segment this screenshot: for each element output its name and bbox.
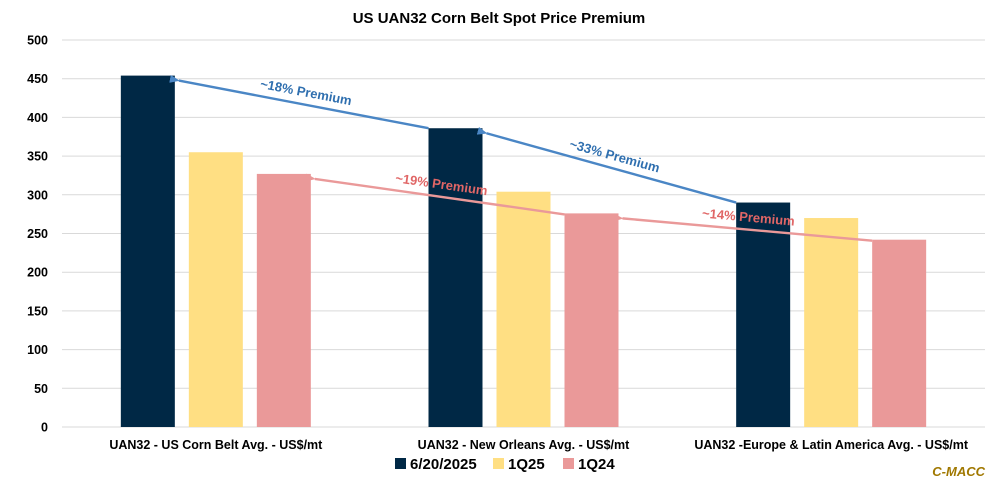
y-tick-label: 450: [27, 72, 48, 86]
bar: [872, 239, 927, 427]
x-tick-label: UAN32 - New Orleans Avg. - US$/mt: [418, 438, 630, 452]
bar: [120, 75, 175, 427]
bar: [496, 191, 551, 427]
y-tick-label: 50: [34, 382, 48, 396]
y-tick-label: 400: [27, 111, 48, 125]
bar: [736, 202, 791, 427]
x-tick-label: UAN32 - US Corn Belt Avg. - US$/mt: [109, 438, 323, 452]
legend: 6/20/2025 1Q25 1Q24: [395, 456, 615, 473]
legend-label: 1Q24: [578, 456, 615, 473]
annotation-label: ~18% Premium: [259, 76, 353, 108]
bar: [256, 173, 311, 427]
y-tick-label: 200: [27, 266, 48, 280]
annotation-arrow: [476, 126, 737, 204]
legend-label: 6/20/2025: [410, 456, 477, 473]
chart-title: US UAN32 Corn Belt Spot Price Premium: [353, 10, 646, 27]
source-label: C-MACC: [932, 464, 985, 479]
x-axis-labels: UAN32 - US Corn Belt Avg. - US$/mt UAN32 …: [109, 438, 968, 452]
bars: [120, 75, 927, 428]
legend-label: 1Q25: [508, 456, 545, 473]
x-tick-label: UAN32 -Europe & Latin America Avg. - US$…: [694, 438, 969, 452]
y-tick-label: 150: [27, 304, 48, 318]
y-tick-label: 0: [41, 421, 48, 435]
y-axis-ticks: 0 50 100 150 200 250 300 350 400 450 500: [27, 34, 48, 435]
bar: [428, 128, 483, 427]
y-tick-label: 500: [27, 34, 48, 48]
legend-swatch: [493, 458, 504, 469]
legend-swatch: [395, 458, 406, 469]
annotation-arrow: [613, 213, 873, 242]
y-tick-label: 300: [27, 188, 48, 202]
bar: [188, 152, 243, 428]
bar: [564, 213, 619, 427]
y-tick-label: 100: [27, 343, 48, 357]
legend-swatch: [563, 458, 574, 469]
y-tick-label: 350: [27, 150, 48, 164]
annotation-arrow: [169, 74, 429, 130]
y-tick-label: 250: [27, 227, 48, 241]
annotation-arrow: [305, 173, 565, 216]
bar: [804, 218, 859, 427]
